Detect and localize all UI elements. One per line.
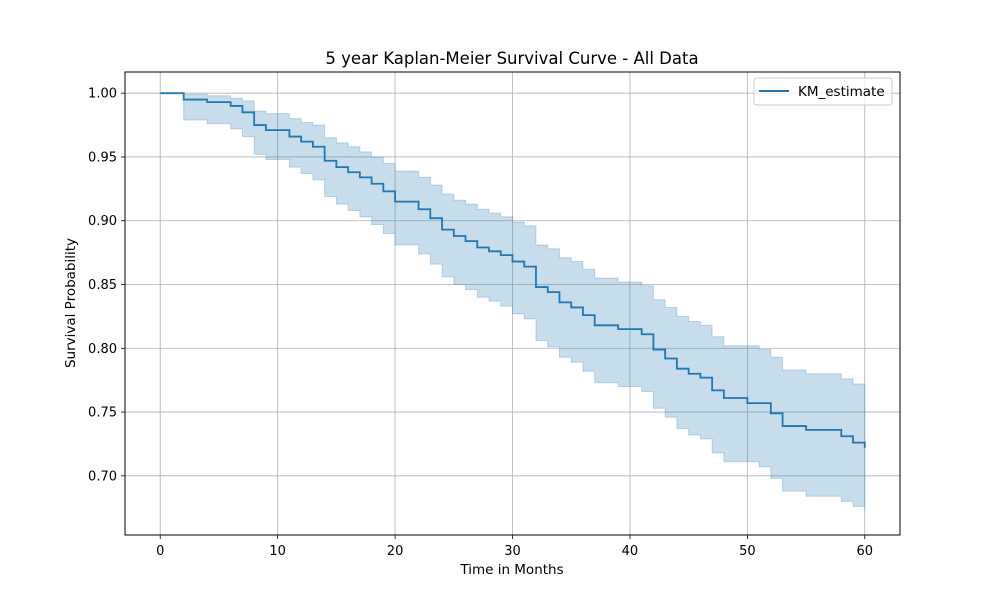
- legend: KM_estimate: [753, 77, 893, 106]
- x-tick-label: 60: [856, 544, 873, 559]
- grid: [125, 72, 900, 535]
- survival-line-layer: [160, 92, 866, 448]
- x-tick-label: 30: [504, 544, 521, 559]
- chart-title: 5 year Kaplan-Meier Survival Curve - All…: [325, 49, 698, 68]
- y-tick-label: 0.70: [88, 469, 117, 484]
- x-tick-label: 0: [156, 544, 164, 559]
- x-tick-label: 10: [269, 544, 286, 559]
- confidence-band: [160, 92, 866, 512]
- legend-label: KM_estimate: [798, 84, 885, 100]
- x-tick-label: 40: [622, 544, 639, 559]
- km-estimate-line: [160, 92, 866, 448]
- y-tick-label: 0.90: [88, 214, 117, 229]
- x-tick-label: 20: [387, 544, 404, 559]
- ticks: 0 10 20 30 40 50 60 0.70 0.75 0.80 0.85 0.90 0.95 1.0…: [88, 87, 873, 559]
- y-tick-label: 0.85: [88, 278, 117, 293]
- y-tick-label: 0.75: [88, 406, 117, 421]
- y-tick-label: 1.00: [88, 87, 117, 102]
- confidence-band-layer: [160, 92, 866, 512]
- y-tick-label: 0.80: [88, 342, 117, 357]
- legend-box: [753, 77, 893, 106]
- x-tick-label: 50: [739, 544, 756, 559]
- y-axis-title: Survival Probability: [63, 238, 79, 368]
- y-tick-label: 0.95: [88, 150, 117, 165]
- x-axis-title: Time in Months: [459, 562, 563, 578]
